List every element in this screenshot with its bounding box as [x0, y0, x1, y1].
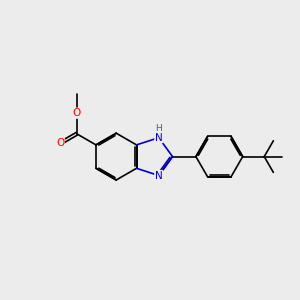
Text: H: H [155, 124, 162, 133]
Text: O: O [56, 138, 64, 148]
Text: O: O [73, 108, 81, 118]
Text: N: N [155, 133, 163, 143]
Text: N: N [155, 170, 163, 181]
